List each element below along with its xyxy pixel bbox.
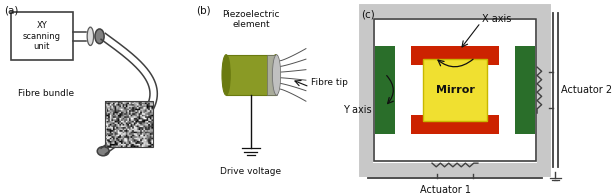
Text: Drive voltage: Drive voltage xyxy=(220,167,281,176)
Ellipse shape xyxy=(271,55,280,95)
Ellipse shape xyxy=(273,55,281,95)
Bar xyxy=(365,11,545,170)
Text: Fibre tip: Fibre tip xyxy=(311,78,348,87)
Bar xyxy=(375,46,395,134)
Ellipse shape xyxy=(87,27,93,45)
Ellipse shape xyxy=(222,55,230,95)
Text: Actuator 2: Actuator 2 xyxy=(561,85,612,95)
Bar xyxy=(226,55,276,95)
Text: (c): (c) xyxy=(361,10,375,20)
Text: Actuator 1: Actuator 1 xyxy=(421,185,472,195)
Ellipse shape xyxy=(95,29,104,44)
Bar xyxy=(515,46,535,134)
Bar xyxy=(423,59,487,121)
Text: X axis: X axis xyxy=(483,14,512,24)
Bar xyxy=(411,115,499,134)
Text: Mirror: Mirror xyxy=(435,85,475,95)
Bar xyxy=(10,12,73,60)
Text: XY
scanning
unit: XY scanning unit xyxy=(23,21,61,51)
Text: (b): (b) xyxy=(196,5,211,15)
Text: Fibre bundle: Fibre bundle xyxy=(18,89,74,98)
Bar xyxy=(105,101,153,147)
Ellipse shape xyxy=(97,147,109,156)
Bar xyxy=(374,19,536,161)
Text: Piezoelectric
element: Piezoelectric element xyxy=(222,10,279,29)
Text: (a): (a) xyxy=(4,5,18,15)
Bar xyxy=(411,46,499,65)
Bar xyxy=(267,55,276,95)
Text: Y axis: Y axis xyxy=(343,105,372,115)
